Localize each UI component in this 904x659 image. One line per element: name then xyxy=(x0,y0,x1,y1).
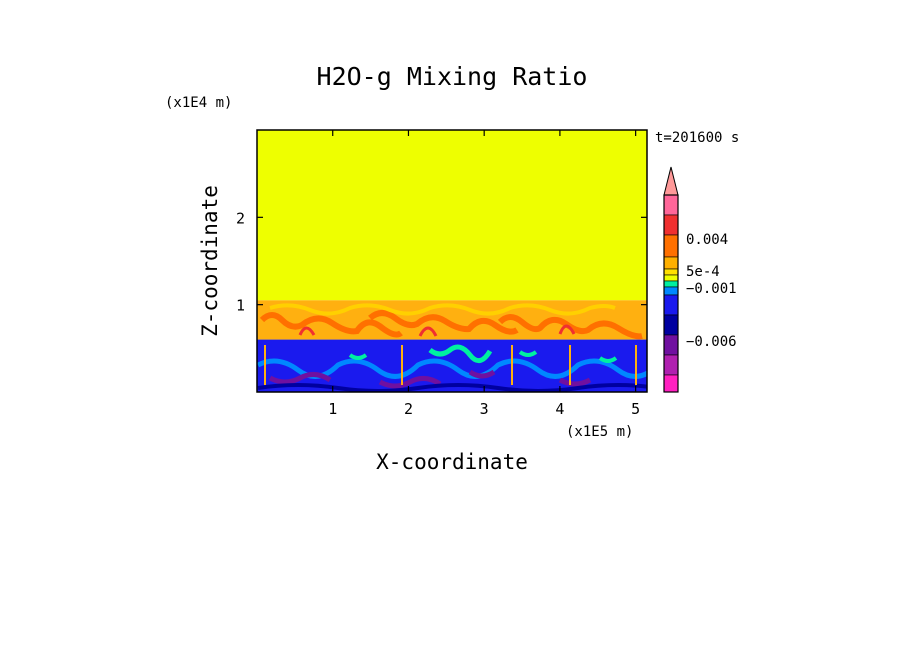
colorbar-segment xyxy=(663,334,679,356)
colorbar: 0.004 5e-4 −0.001 −0.006 xyxy=(663,166,737,393)
y-ticks xyxy=(257,216,647,306)
colorbar-segment xyxy=(663,374,679,393)
colorbar-segment xyxy=(663,294,679,316)
colorbar-segment xyxy=(663,286,679,296)
colorbar-segment xyxy=(663,354,679,376)
colorbar-label: −0.006 xyxy=(686,334,737,350)
colorbar-label: −0.001 xyxy=(686,281,737,297)
colorbar-segment xyxy=(663,214,679,236)
x-ticks xyxy=(332,130,637,392)
colorbar-frame xyxy=(663,194,679,393)
colorbar-label: 5e-4 xyxy=(686,264,720,280)
x-tick-label: 1 xyxy=(328,400,337,418)
lower-texture xyxy=(257,344,647,392)
x-tick-label: 3 xyxy=(480,400,489,418)
region-upper xyxy=(257,130,647,301)
colorbar-segment xyxy=(663,274,679,282)
y-axis-label: Z-coordinate xyxy=(198,185,222,337)
colorbar-segment xyxy=(663,268,679,276)
x-tick-label: 5 xyxy=(631,400,640,418)
plot-field xyxy=(257,130,647,392)
chart-title: H2O-g Mixing Ratio xyxy=(317,62,588,91)
colorbar-label: 0.004 xyxy=(686,232,728,248)
colorbar-segment xyxy=(663,314,679,336)
y-tick-label: 1 xyxy=(236,297,245,315)
colorbar-segment xyxy=(663,194,679,216)
colorbar-segments xyxy=(663,194,679,393)
x-axis-label: X-coordinate xyxy=(376,450,528,474)
plot-frame xyxy=(256,129,648,393)
colorbar-segment xyxy=(663,234,679,258)
x-tick-label: 2 xyxy=(404,400,413,418)
x-tick-label: 4 xyxy=(555,400,564,418)
y-unit-label: (x1E4 m) xyxy=(165,95,232,111)
colorbar-segment xyxy=(663,280,679,288)
colorbar-arrow xyxy=(663,166,679,196)
middle-texture xyxy=(259,303,643,340)
y-tick-label: 2 xyxy=(236,209,245,227)
colorbar-segment xyxy=(663,256,679,270)
time-label: t=201600 s xyxy=(655,130,739,146)
x-unit-label: (x1E5 m) xyxy=(566,424,633,440)
